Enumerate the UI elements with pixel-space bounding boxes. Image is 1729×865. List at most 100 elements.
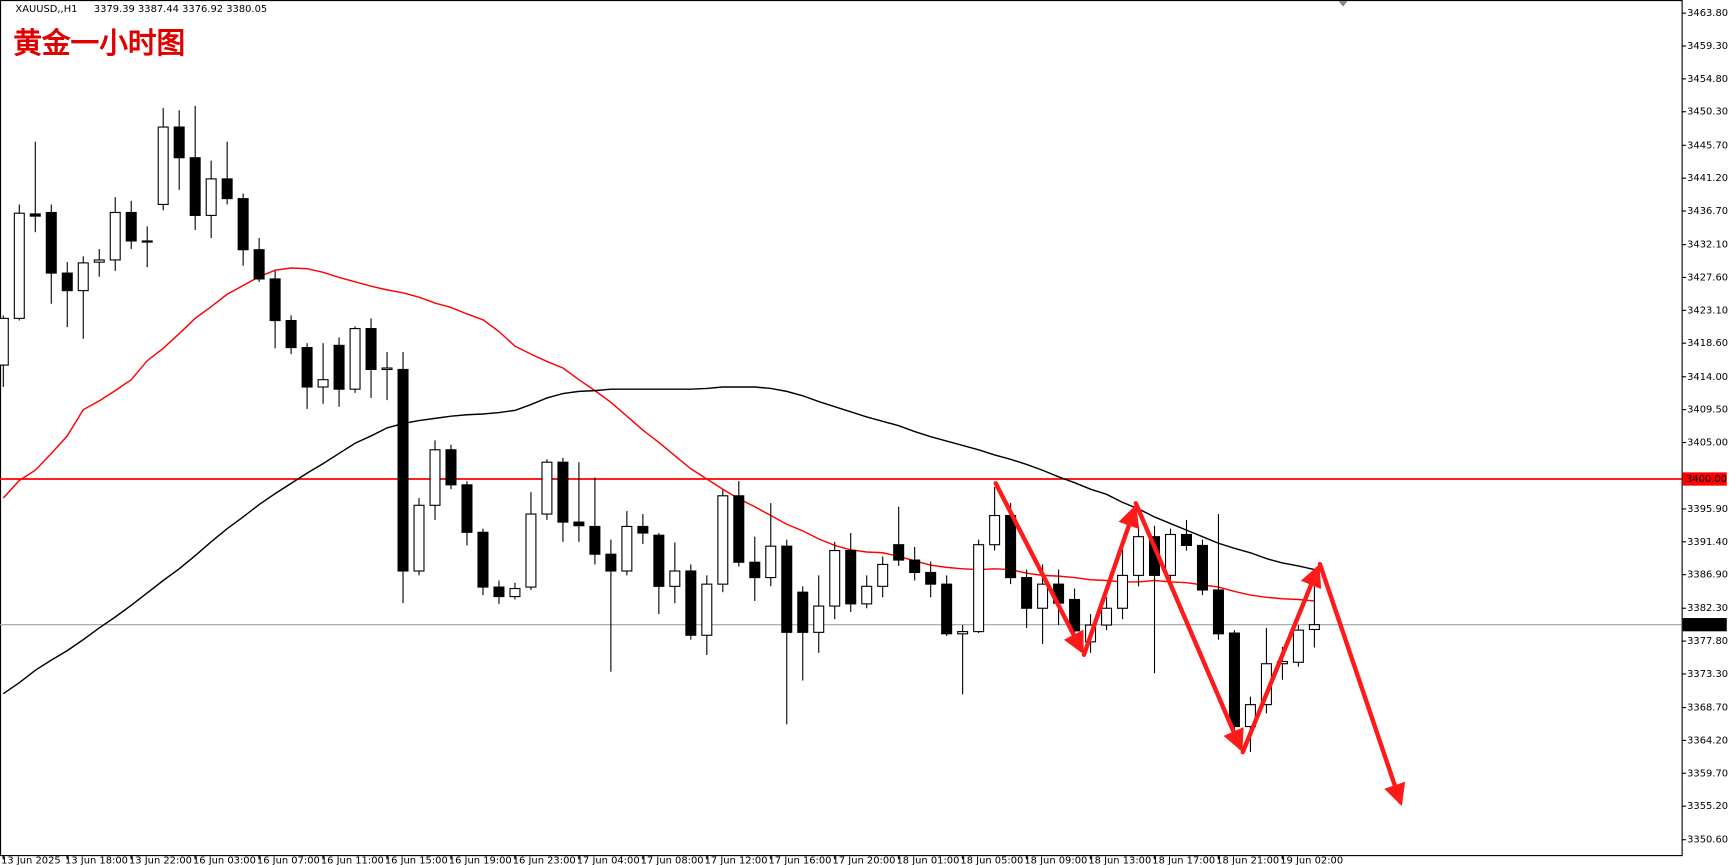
candle-body: [13, 212, 25, 319]
x-tick-label: 13 Jun 2025: [1, 856, 61, 865]
candle-body: [1180, 533, 1192, 547]
candle-body: [365, 328, 377, 371]
moving-average: [2, 267, 1315, 602]
header-low: 3376.92: [182, 4, 223, 15]
candle-body: [349, 328, 361, 390]
x-tick-label: 16 Jun 15:00: [385, 856, 448, 865]
candle-body: [477, 531, 489, 588]
candle-body: [333, 344, 345, 390]
y-tick-label: 3409.50: [1687, 405, 1728, 416]
y-tick-label: 3459.30: [1687, 41, 1728, 52]
candle-body: [1133, 536, 1145, 576]
y-tick-label: 3386.90: [1687, 570, 1728, 581]
chart-title: 黄金一小时图: [13, 27, 185, 60]
candle-body: [989, 514, 1001, 546]
moving-average: [2, 386, 1315, 695]
candle-body: [1292, 629, 1304, 663]
candle-body: [1037, 583, 1049, 609]
candle-body: [61, 272, 73, 292]
y-tick-label: 3391.40: [1687, 537, 1728, 548]
candle-body: [877, 563, 889, 587]
candle-body: [845, 550, 857, 605]
plot-frame: [0, 0, 1683, 857]
candle-body: [909, 559, 921, 574]
candle-body: [397, 368, 409, 572]
price-label: 3380.05: [1686, 620, 1727, 631]
candle-body: [317, 379, 329, 388]
candle-body: [557, 461, 569, 523]
x-tick-label: 17 Jun 20:00: [833, 856, 896, 865]
candle-body: [765, 545, 777, 579]
candle-body: [973, 544, 985, 633]
y-tick-label: 3427.60: [1687, 272, 1728, 283]
candle-body: [1021, 577, 1033, 609]
candle-body: [525, 513, 537, 588]
candle-body: [669, 570, 681, 587]
y-tick-label: 3395.90: [1687, 504, 1728, 515]
candle-body: [941, 583, 953, 635]
y-tick-label: 3377.80: [1687, 636, 1728, 647]
candle-body: [125, 211, 137, 242]
candle-body: [141, 240, 153, 243]
candle-body: [429, 449, 441, 506]
y-tick-label: 3441.20: [1687, 173, 1728, 184]
candle-body: [605, 553, 617, 572]
y-tick-label: 3454.80: [1687, 74, 1728, 85]
candle-body: [413, 504, 425, 572]
candle-body: [381, 367, 393, 371]
candle-body: [29, 213, 41, 217]
candle-body: [573, 521, 585, 527]
candle-body: [45, 211, 57, 274]
x-tick-label: 16 Jun 19:00: [449, 856, 512, 865]
x-tick-label: 18 Jun 13:00: [1088, 856, 1151, 865]
y-tick-label: 3355.20: [1687, 801, 1728, 812]
candle-body: [893, 544, 905, 561]
candle-body: [781, 545, 793, 633]
price-label-box: [1682, 472, 1727, 486]
x-tick-label: 17 Jun 04:00: [577, 856, 640, 865]
price-label-box: [1682, 618, 1727, 632]
symbol: XAUUSD,,H1: [15, 4, 77, 15]
candle-body: [749, 561, 761, 579]
y-tick-label: 3405.00: [1687, 437, 1728, 448]
price-label: 3400.00: [1686, 474, 1727, 485]
x-tick-label: 17 Jun 16:00: [769, 856, 832, 865]
x-tick-label: 16 Jun 23:00: [513, 856, 576, 865]
y-tick-label: 3359.70: [1687, 768, 1728, 779]
y-tick-label: 3450.30: [1687, 107, 1728, 118]
candle-body: [173, 126, 185, 159]
x-tick-label: 18 Jun 09:00: [1024, 856, 1087, 865]
candle-body: [1164, 533, 1177, 576]
candle-body: [509, 587, 521, 598]
x-tick-label: 16 Jun 11:00: [321, 856, 384, 865]
x-tick-label: 16 Jun 03:00: [193, 856, 256, 865]
candle-body: [685, 570, 697, 636]
candle-body: [253, 249, 265, 280]
y-tick-label: 3382.30: [1687, 603, 1728, 614]
x-tick-label: 18 Jun 01:00: [896, 856, 959, 865]
candle-body: [109, 211, 121, 261]
candle-body: [0, 317, 9, 366]
candle-body: [637, 525, 649, 534]
candle-body: [1101, 607, 1113, 626]
x-tick-label: 13 Jun 22:00: [129, 856, 192, 865]
candle-body: [221, 178, 233, 200]
header-high: 3387.44: [138, 4, 179, 15]
candle-body: [717, 495, 729, 585]
candle-body: [701, 583, 713, 636]
marker-triangle: [1338, 1, 1348, 7]
candle-body: [1308, 624, 1320, 631]
header-close: 3380.05: [226, 4, 267, 15]
y-tick-label: 3463.80: [1687, 8, 1728, 19]
candle-body: [77, 262, 89, 292]
candle-body: [621, 525, 633, 572]
candle-body: [797, 591, 809, 633]
candle-body: [189, 157, 201, 216]
x-tick-label: 17 Jun 12:00: [705, 856, 768, 865]
x-tick-label: 16 Jun 07:00: [257, 856, 320, 865]
x-tick-label: 18 Jun 05:00: [960, 856, 1023, 865]
chart-header: XAUUSD,,H1 3379.39 3387.44 3376.92 3380.…: [15, 4, 267, 15]
y-tick-label: 3418.60: [1687, 338, 1728, 349]
y-tick-label: 3364.20: [1687, 735, 1728, 746]
